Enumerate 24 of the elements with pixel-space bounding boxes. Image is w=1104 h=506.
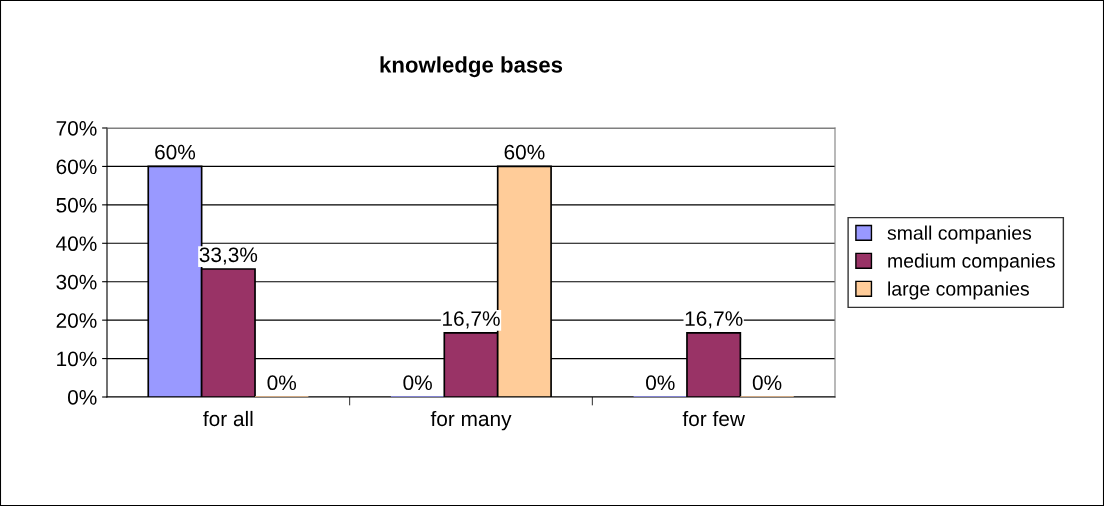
data-label: 0% (403, 375, 432, 391)
legend-label: medium companies (888, 253, 1055, 272)
y-tick-label: 40% (56, 236, 97, 252)
data-label: 0% (752, 375, 782, 391)
legend-label: large companies (888, 281, 1029, 300)
y-tick-label: 60% (56, 159, 97, 175)
y-tick-label: 50% (56, 197, 97, 213)
legend-label: small companies (887, 225, 1032, 244)
data-label: 60% (155, 144, 196, 160)
data-label: 16,7% (443, 311, 500, 329)
y-tick-label: 30% (56, 274, 97, 290)
x-tick-label: for many (430, 410, 512, 431)
y-tick-label: 70% (56, 121, 97, 136)
data-label: 0% (646, 375, 675, 391)
y-tick-label: 0% (67, 390, 97, 405)
data-label: 16,7% (685, 311, 743, 329)
data-label: 60% (504, 144, 545, 160)
y-tick-label: 20% (56, 313, 97, 328)
y-tick-label: 10% (57, 351, 97, 367)
data-label: 33,3% (199, 247, 258, 265)
chart-title: knowledge bases (380, 56, 563, 78)
x-tick-label: for few (682, 410, 745, 427)
x-tick-label: for all (203, 410, 253, 427)
data-label: 0% (267, 375, 297, 391)
